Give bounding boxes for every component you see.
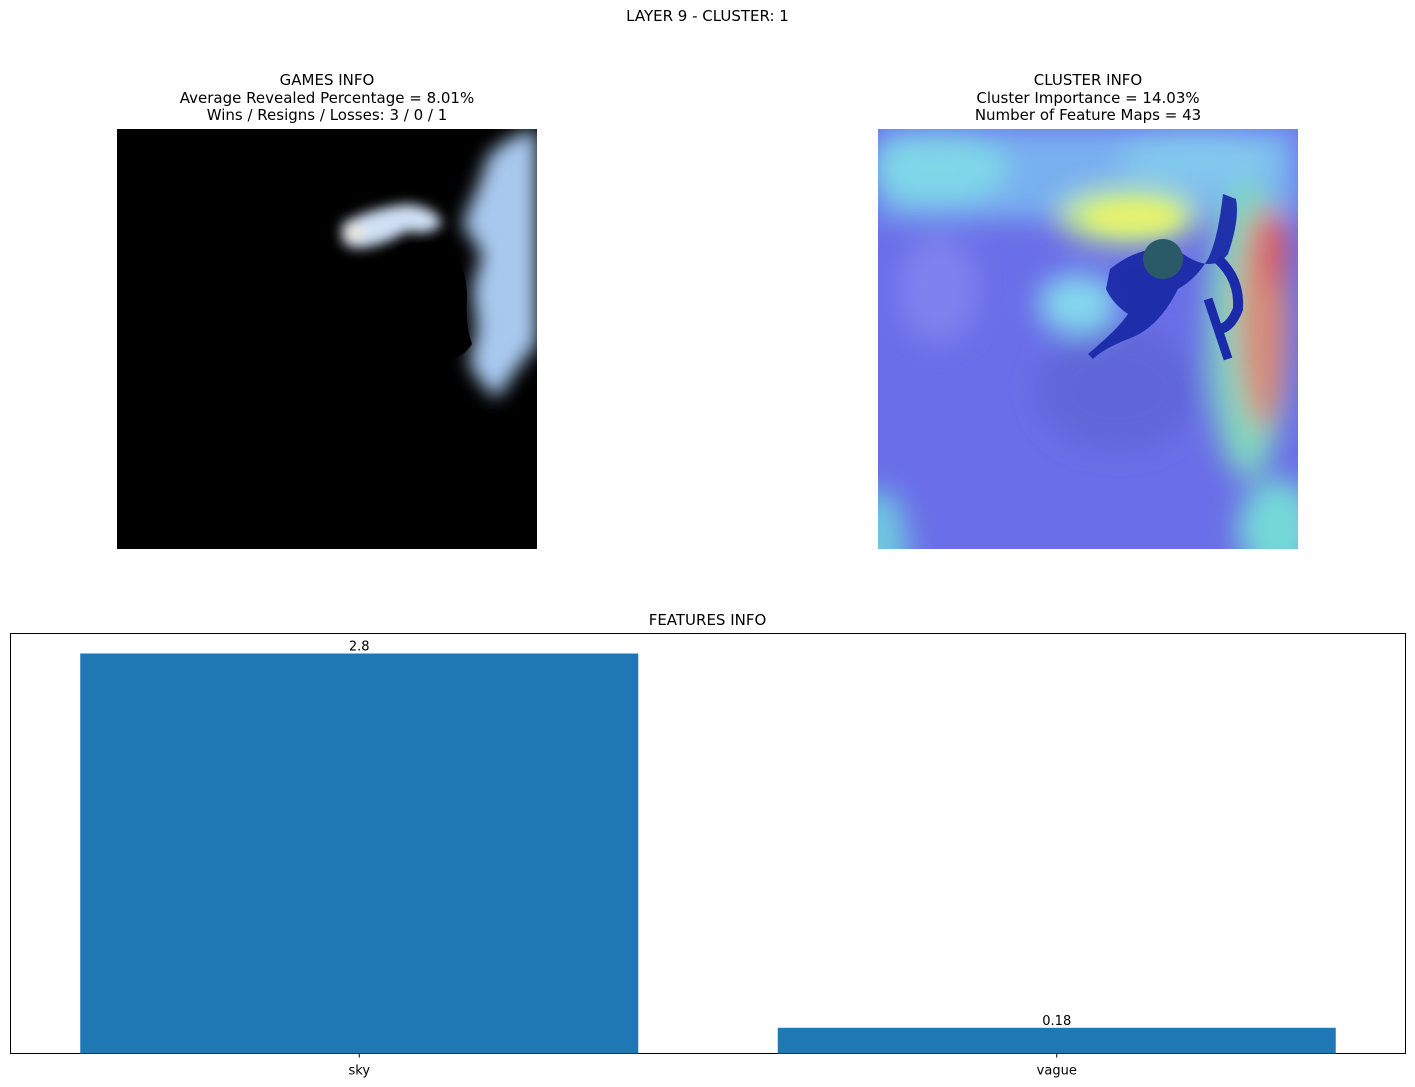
cluster-info-feature-maps: Number of Feature Maps = 43 [974,106,1202,124]
x-tick-label-vague: vague [1037,1064,1077,1079]
games-info-record: Wins / Resigns / Losses: 3 / 0 / 1 [206,106,448,124]
cluster-info-importance: Cluster Importance = 14.03% [976,88,1200,107]
features-info-title: FEATURES INFO [648,611,767,629]
x-tick-label-sky: sky [348,1064,370,1079]
games-info-title: GAMES INFO [279,71,375,89]
games-info-revealed: Average Revealed Percentage = 8.01% [179,88,475,107]
plot-frame [10,633,1406,1054]
masked-revealed-image [117,129,537,549]
games-info-title-block: GAMES INFO Average Revealed Percentage =… [27,71,627,125]
heatmap-overlay-image [878,129,1298,549]
data-label-sky: 2.8 [349,640,370,655]
bar-vague [777,1027,1336,1054]
cluster-info-title: CLUSTER INFO [1033,71,1143,89]
features-bar-chart: 2.8 0.18 sky vague [10,633,1406,1079]
cluster-info-title-block: CLUSTER INFO Cluster Importance = 14.03%… [788,71,1388,125]
data-label-vague: 0.18 [1042,1014,1071,1029]
bar-sky [80,653,639,1054]
figure-suptitle: LAYER 9 - CLUSTER: 1 [626,7,789,25]
